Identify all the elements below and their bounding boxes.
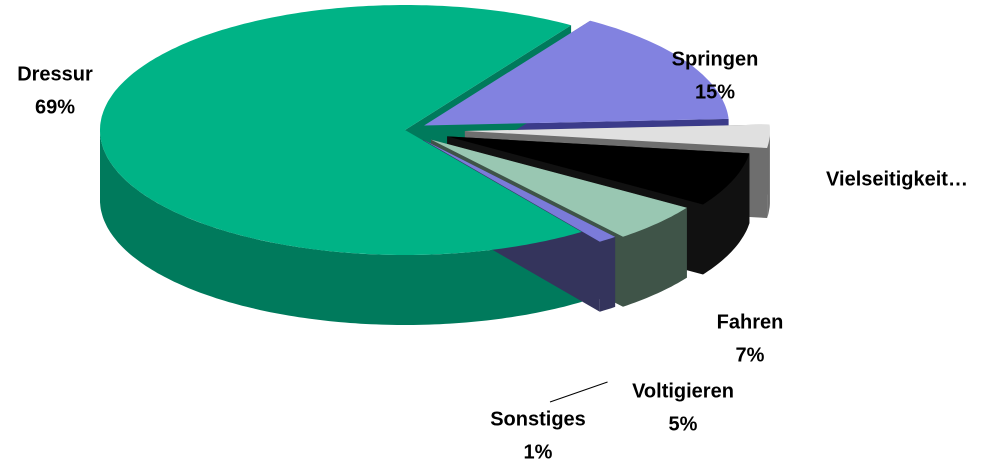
slice (423, 139, 616, 242)
slice-value-label: 15% (695, 81, 735, 103)
slice-label: Vielseitigkeit… (826, 168, 968, 190)
slice-wall (703, 153, 750, 275)
slice (424, 20, 729, 126)
slice-value-label: 7% (736, 344, 765, 366)
slice-label: Springen (672, 48, 759, 70)
slice-label: Dressur (17, 63, 93, 85)
slice-wall (767, 131, 770, 218)
slice-label: Fahren (717, 311, 784, 333)
slice (431, 139, 687, 237)
slice-wall (623, 207, 687, 307)
slice-value-label: 1% (524, 441, 553, 462)
slice-value-label: 69% (35, 96, 75, 118)
slice (100, 5, 582, 255)
leader-line (549, 381, 608, 403)
slice-value-label: 5% (669, 413, 698, 435)
slice (447, 136, 750, 205)
slice-label: Sonstiges (490, 408, 586, 430)
slice-wall (599, 236, 616, 312)
slice (464, 124, 770, 148)
slice-wall (100, 130, 582, 325)
slice-label: Voltigieren (632, 380, 734, 402)
